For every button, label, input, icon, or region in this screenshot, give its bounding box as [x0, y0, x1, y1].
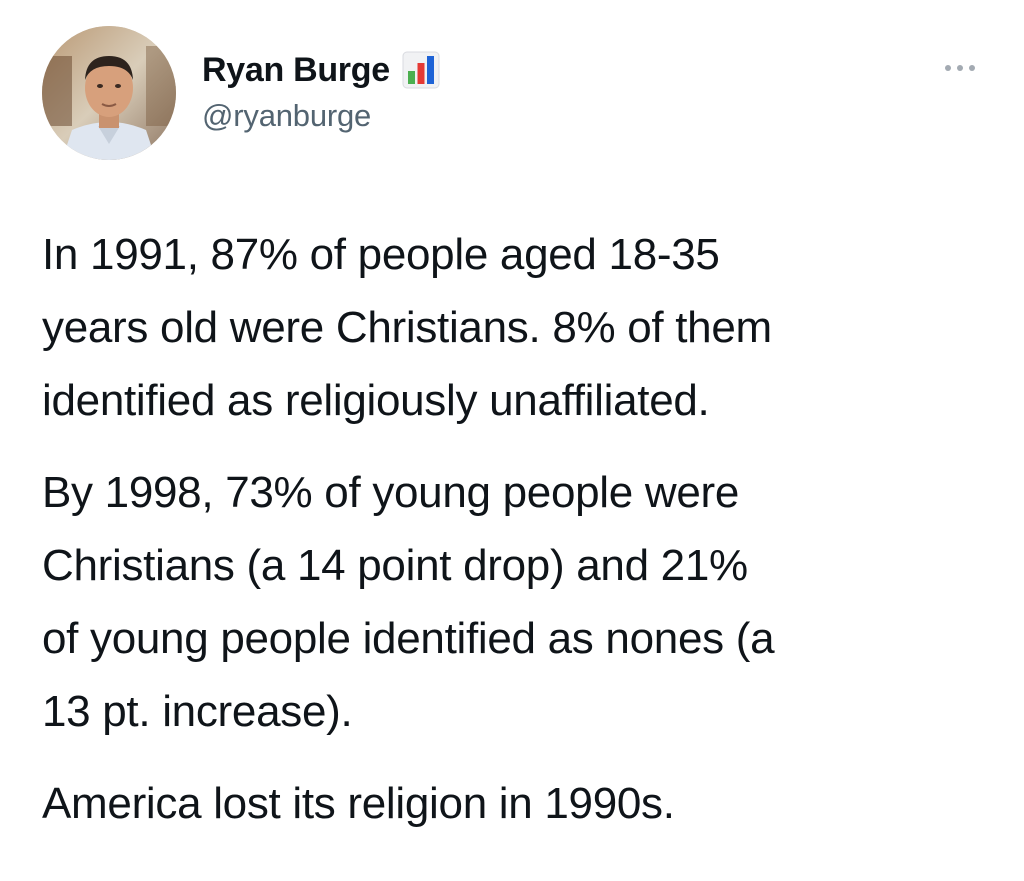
ellipsis-icon [945, 65, 951, 71]
tweet-paragraph-2: By 1998, 73% of young people were Christ… [42, 456, 1002, 748]
author-handle[interactable]: @ryanburge [202, 98, 372, 133]
tweet-paragraph-1: In 1991, 87% of people aged 18-35 years … [42, 218, 1002, 437]
avatar[interactable] [42, 26, 176, 160]
avatar-photo [42, 26, 176, 160]
text-line: years old were Christians. 8% of them [42, 303, 772, 352]
text-line: By 1998, 73% of young people were [42, 468, 740, 517]
text-line: America lost its religion in 1990s. [42, 779, 675, 828]
author-names: Ryan Burge @ryanburge [202, 48, 440, 134]
ellipsis-icon [957, 65, 963, 71]
tweet-text: In 1991, 87% of people aged 18-35 years … [42, 218, 1002, 840]
text-line: of young people identified as nones (a [42, 614, 775, 663]
more-options-button[interactable] [936, 58, 984, 78]
display-name[interactable]: Ryan Burge [202, 50, 390, 89]
text-line: identified as religiously unaffiliated. [42, 376, 710, 425]
text-line: Christians (a 14 point drop) and 21% [42, 541, 748, 590]
bar-chart-emoji-icon [402, 51, 440, 89]
ellipsis-icon [969, 65, 975, 71]
tweet-header: Ryan Burge @ryanburge [42, 26, 984, 160]
text-line: 13 pt. increase). [42, 687, 353, 736]
tweet-paragraph-3: America lost its religion in 1990s. [42, 767, 1002, 840]
text-line: In 1991, 87% of people aged 18-35 [42, 230, 720, 279]
display-name-row: Ryan Burge [202, 48, 440, 92]
